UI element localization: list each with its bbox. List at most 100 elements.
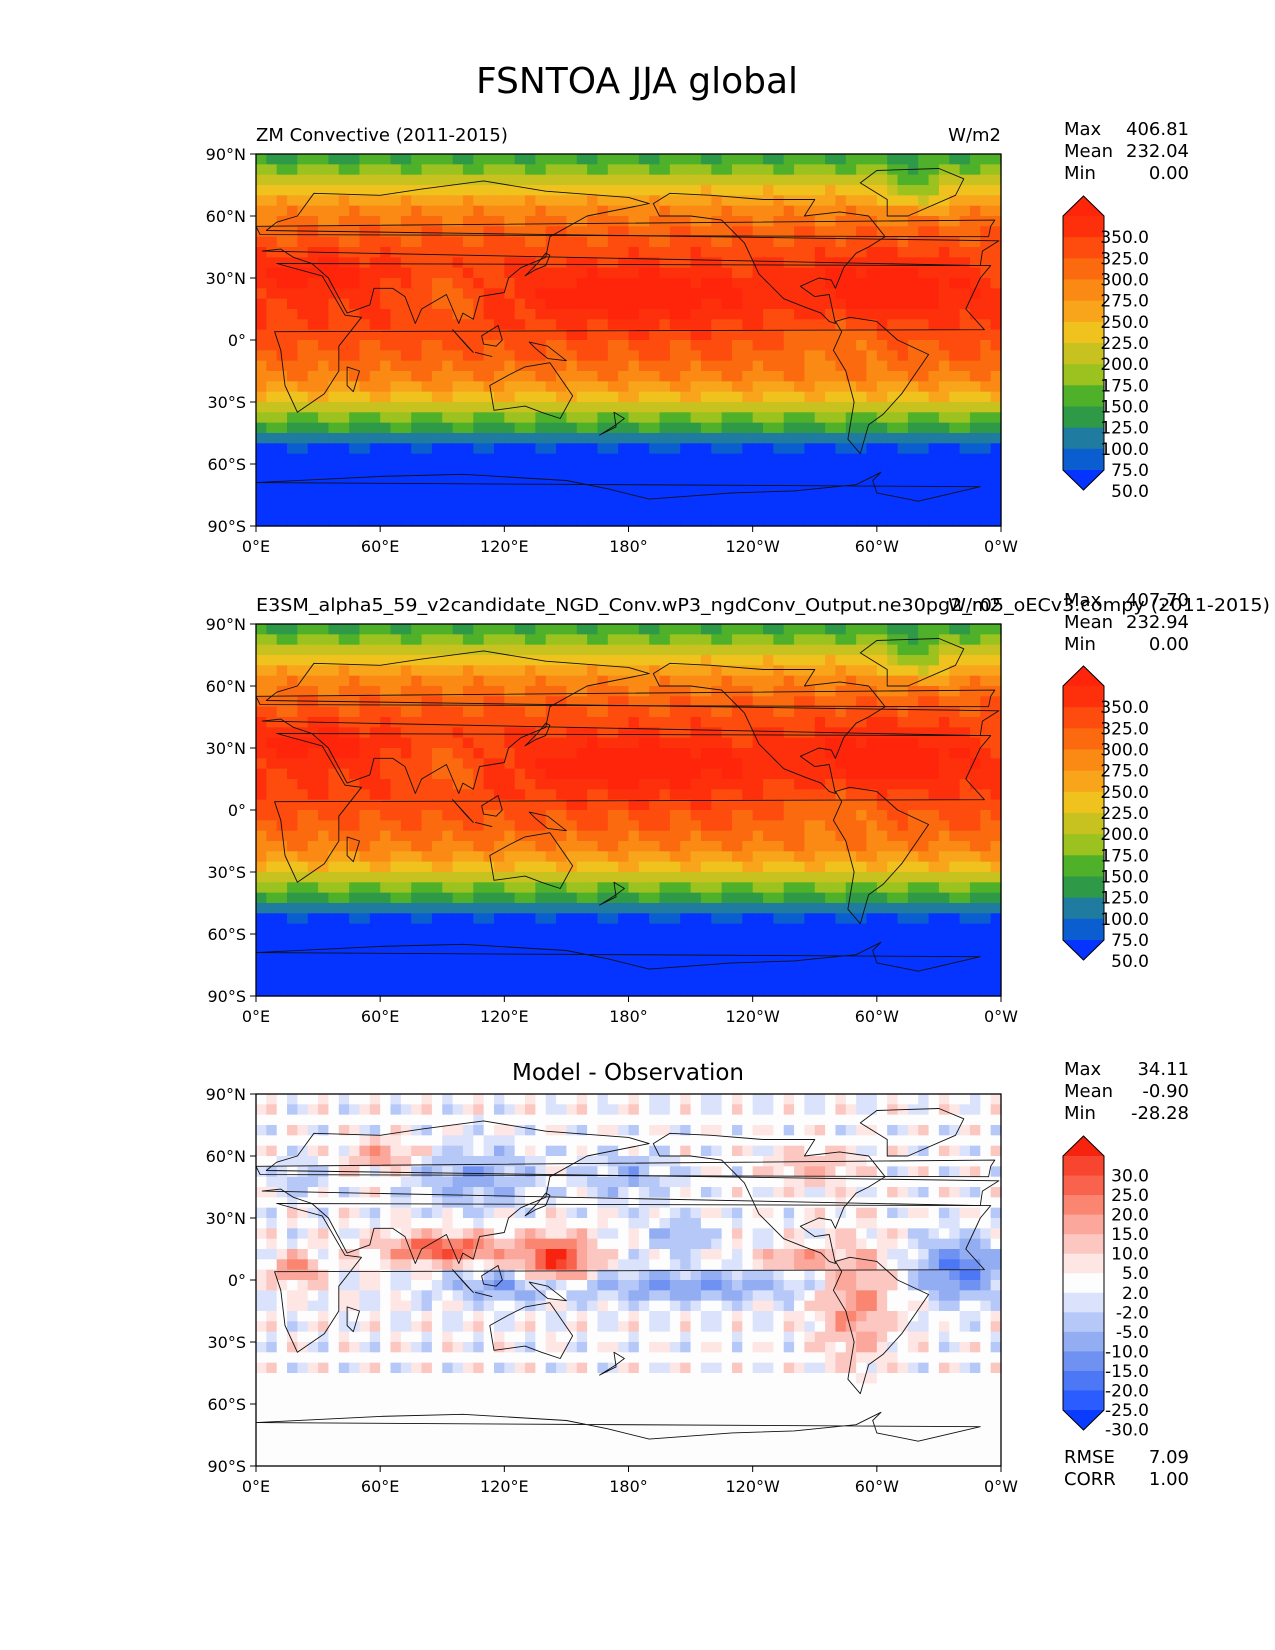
panel-2-cell-1788	[876, 872, 888, 883]
panel-1-cell-1786	[856, 402, 868, 413]
panel-1-cell-637	[887, 236, 899, 248]
panel-2-cell-1559	[742, 841, 754, 852]
panel-2-cell-378	[442, 675, 454, 687]
panel-1-cell-2579	[866, 515, 878, 527]
panel-2-cell-2232	[256, 944, 267, 956]
panel-1-cell-1545	[597, 371, 609, 382]
panel-2-cell-1856	[835, 882, 847, 894]
panel-1-cell-1745	[431, 402, 443, 413]
panel-1-cell-562	[856, 226, 868, 238]
panel-2-cell-640	[918, 706, 930, 718]
panel-1-cell-1347	[783, 340, 795, 351]
panel-2-cell-1030	[483, 768, 495, 780]
panel-2-cell-277	[887, 655, 899, 666]
panel-1-cell-322	[607, 195, 619, 207]
panel-2-cell-507	[287, 696, 298, 708]
panel-2-cell-544	[669, 696, 681, 708]
panel-2-cell-1214	[897, 789, 909, 801]
panel-1-cell-609	[597, 236, 609, 248]
panel-1-cell-1923	[783, 422, 795, 434]
panel-2-cell-922	[856, 748, 868, 759]
panel-2-cell-424	[918, 675, 930, 687]
panel-2-cell-1223	[990, 789, 1002, 801]
panel-2-cell-271	[825, 655, 837, 666]
panel-1-cell-44	[711, 154, 723, 165]
panel-1-cell-2450	[276, 505, 288, 517]
panel-2-cell-957	[473, 758, 485, 770]
panel-1-cell-1653	[969, 381, 981, 393]
panel-1-cell-2133	[721, 453, 733, 465]
panel-1-cell-856	[918, 267, 930, 279]
panel-2-cell-10	[359, 624, 371, 635]
panel-2-cell-284	[959, 655, 971, 666]
panel-2-cell-1091	[369, 779, 381, 790]
panel-1-cell-1416	[752, 350, 764, 362]
panel-1-cell-1487	[742, 360, 754, 372]
panel-1-cell-1063	[825, 298, 837, 310]
panel-1-cell-2492	[711, 505, 723, 517]
panel-1-cell-2546	[525, 515, 536, 527]
panel-2-cell-2172	[380, 934, 392, 945]
panel-2-cell-1437	[969, 820, 981, 832]
panel-2-cell-1771	[700, 872, 712, 883]
panel-1-cell-28	[545, 154, 557, 165]
panel-1-cell-1784	[835, 402, 847, 413]
panel-1-cell-1187	[618, 319, 630, 331]
panel-1-cell-662	[400, 247, 412, 258]
panel-1-cell-473	[680, 216, 692, 227]
panel-2-cell-1146	[938, 779, 950, 790]
panel-2-cell-1200	[752, 789, 764, 801]
panel-2-cell-26	[525, 624, 536, 635]
panel-1-cell-863	[990, 267, 1002, 279]
panel-2-cell-1986	[690, 903, 702, 914]
panel-1-cell-447	[411, 216, 423, 227]
panel-1-cell-1214	[897, 319, 909, 331]
panel-2-cell-1282	[856, 799, 868, 811]
panel-2-cell-1715	[866, 861, 878, 873]
panel-1-cell-1648	[918, 381, 930, 393]
panel-2-cell-1508	[959, 830, 971, 842]
panel-2-cell-1277	[804, 799, 816, 811]
panel-2-cell-1177	[514, 789, 526, 801]
panel-1-cell-628	[794, 236, 806, 248]
panel-2-cell-2145	[845, 923, 857, 935]
panel-2-cell-1353	[845, 810, 857, 821]
panel-1-cell-756	[628, 257, 640, 269]
panel-1-cell-1028	[462, 298, 474, 310]
panel-2-cell-1131	[783, 779, 795, 790]
panel-2-cell-111	[659, 634, 671, 646]
panel-2-cell-1573	[887, 841, 899, 852]
panel-2-cell-716	[959, 717, 971, 728]
panel-2-cell-2140	[794, 923, 806, 935]
panel-1-cell-906	[690, 278, 702, 289]
panel-2-cell-1319	[493, 810, 505, 821]
panel-1-cell-48	[752, 154, 764, 165]
panel-2-cell-124	[794, 634, 806, 646]
panel-1-cell-1103	[493, 309, 505, 320]
panel-1-cell-1504	[918, 360, 930, 372]
panel-2-cell-2079	[907, 913, 919, 925]
panel-2-cell-301	[390, 665, 402, 677]
panel-1-cell-1804	[297, 412, 309, 424]
panel-2-cell-251	[618, 655, 630, 666]
panel-1-cell-1415	[742, 350, 754, 362]
panel-1-cell-2535	[411, 515, 423, 527]
panel-2-cell-258	[690, 655, 702, 666]
panel-1-cell-1030	[483, 298, 495, 310]
panel-1-cell-106	[607, 164, 619, 176]
panel-2-cell-1398	[566, 820, 578, 832]
panel-2-cell-1697	[680, 861, 692, 873]
panel-2-cell-1961	[431, 903, 443, 914]
panel-1-cell-383	[493, 205, 505, 217]
panel-2-cell-1579	[949, 841, 961, 852]
panel-2-cell-992	[835, 758, 847, 770]
panel-2-cell-2026	[359, 913, 371, 925]
panel-1-cell-2416	[669, 495, 681, 506]
panel-1-cell-421	[887, 205, 899, 217]
panel-2-cell-78	[318, 634, 330, 646]
panel-1-cell-1690	[607, 391, 619, 403]
panel-1-cell-664	[421, 247, 433, 258]
panel-2-cell-1735	[328, 872, 340, 883]
panel-1-min-value: 0.00	[1149, 163, 1189, 184]
panel-2-cell-888	[504, 748, 516, 759]
